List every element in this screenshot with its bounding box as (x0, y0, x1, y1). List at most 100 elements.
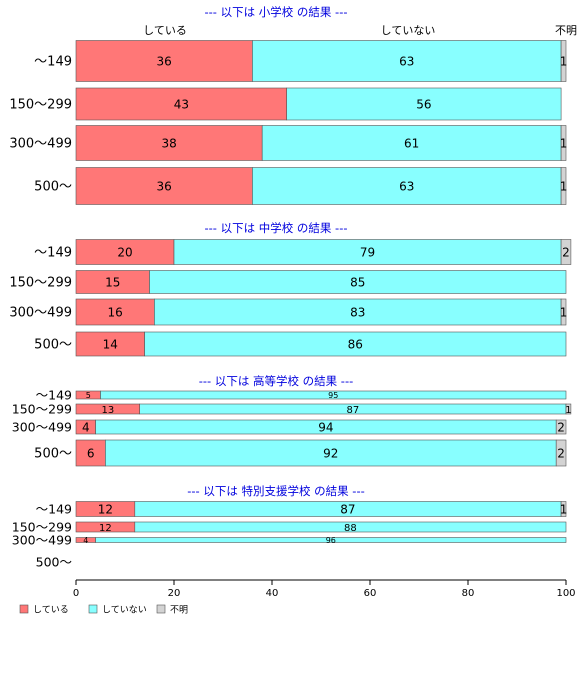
data-label: 85 (350, 276, 365, 290)
bar-segment (154, 298, 562, 326)
data-label: 6 (87, 447, 95, 461)
group-title: --- 以下は 小学校 の結果 --- (204, 5, 347, 19)
legend-label: していない (102, 605, 147, 616)
data-label: 36 (157, 55, 172, 69)
category-label: 150〜299 (12, 520, 72, 535)
data-label: 2 (557, 421, 565, 435)
group-title: --- 以下は 中学校 の結果 --- (204, 221, 347, 235)
data-label: 63 (399, 55, 414, 69)
bar-segment (252, 167, 562, 205)
bar-segment (565, 403, 572, 415)
bar-segment (560, 167, 567, 205)
group-title: --- 以下は 高等学校 の結果 --- (199, 374, 354, 388)
data-label: 15 (105, 276, 120, 290)
bar-segment (134, 521, 567, 533)
legend-swatch (156, 604, 166, 614)
data-label: 92 (323, 447, 338, 461)
top-label: していない (381, 24, 436, 37)
category-label: 500〜 (34, 338, 72, 353)
data-label: 14 (103, 338, 118, 352)
category-label: 300〜499 (9, 137, 72, 152)
x-tick-label: 80 (462, 588, 475, 599)
bar-segment (173, 239, 562, 265)
data-label: 38 (161, 137, 176, 151)
data-label: 79 (360, 246, 375, 260)
x-tick-label: 60 (364, 588, 377, 599)
data-label: 96 (326, 536, 336, 545)
bar-segment (149, 270, 567, 294)
data-label: 4 (83, 536, 88, 545)
x-tick-label: 40 (266, 588, 279, 599)
bar-segment (560, 40, 567, 82)
data-label: 1 (560, 503, 568, 517)
category-label: 150〜299 (9, 276, 72, 291)
data-label: 1 (560, 180, 568, 194)
data-label: 61 (404, 137, 419, 151)
legend-label: 不明 (170, 605, 188, 616)
data-label: 87 (340, 503, 355, 517)
data-label: 83 (350, 306, 365, 320)
bar-segment (252, 40, 562, 82)
data-label: 95 (328, 391, 338, 400)
x-tick-label: 100 (556, 588, 575, 599)
bar-segment (261, 125, 562, 161)
top-label: 不明 (555, 24, 577, 37)
category-label: 500〜 (34, 447, 72, 462)
bar-segment (555, 419, 567, 435)
data-label: 1 (565, 405, 571, 416)
data-label: 1 (560, 55, 568, 69)
data-label: 86 (348, 338, 363, 352)
bar-segment (75, 125, 263, 161)
bar-segment (75, 167, 253, 205)
data-label: 5 (86, 391, 91, 400)
data-label: 94 (318, 421, 333, 435)
category-label: 〜149 (34, 246, 72, 261)
category-label: 〜149 (36, 502, 72, 517)
legend-swatch (88, 604, 98, 614)
bar-segment (75, 298, 155, 326)
data-label: 56 (416, 98, 431, 112)
category-label: 300〜499 (9, 306, 72, 321)
bar-segment (95, 537, 567, 543)
data-label: 1 (560, 306, 568, 320)
data-label: 87 (346, 405, 359, 416)
bar-segment (560, 501, 567, 517)
bar-segment (75, 331, 145, 357)
data-label: 2 (557, 447, 565, 461)
bar-segment (560, 125, 567, 161)
bar-segment (75, 439, 106, 467)
legend-label: している (33, 605, 69, 616)
bar-segment (555, 439, 567, 467)
data-label: 88 (344, 523, 357, 534)
top-label: している (143, 24, 187, 37)
bar-segment (144, 331, 567, 357)
data-label: 12 (99, 523, 112, 534)
group-title: --- 以下は 特別支援学校 の結果 --- (187, 484, 365, 498)
x-tick-label: 20 (168, 588, 181, 599)
data-label: 36 (157, 180, 172, 194)
bar-segment (286, 87, 562, 121)
category-label: 150〜299 (12, 402, 72, 417)
category-label: 150〜299 (9, 98, 72, 113)
bar-segment (100, 390, 567, 400)
legend-swatch (19, 604, 29, 614)
data-label: 13 (101, 405, 114, 416)
category-label: 〜149 (34, 55, 72, 70)
data-label: 1 (560, 137, 568, 151)
bar-segment (105, 439, 557, 467)
data-label: 43 (174, 98, 189, 112)
data-label: 12 (98, 503, 113, 517)
category-label: 500〜 (34, 180, 72, 195)
data-label: 4 (82, 421, 90, 435)
data-label: 16 (108, 306, 123, 320)
bar-segment (560, 298, 567, 326)
x-tick-label: 0 (73, 588, 79, 599)
category-label: 〜149 (36, 388, 72, 403)
category-label: 300〜499 (12, 533, 72, 548)
data-label: 20 (117, 246, 132, 260)
bar-segment (75, 239, 175, 265)
bar-segment (75, 40, 253, 82)
data-label: 63 (399, 180, 414, 194)
bar-segment (560, 239, 572, 265)
